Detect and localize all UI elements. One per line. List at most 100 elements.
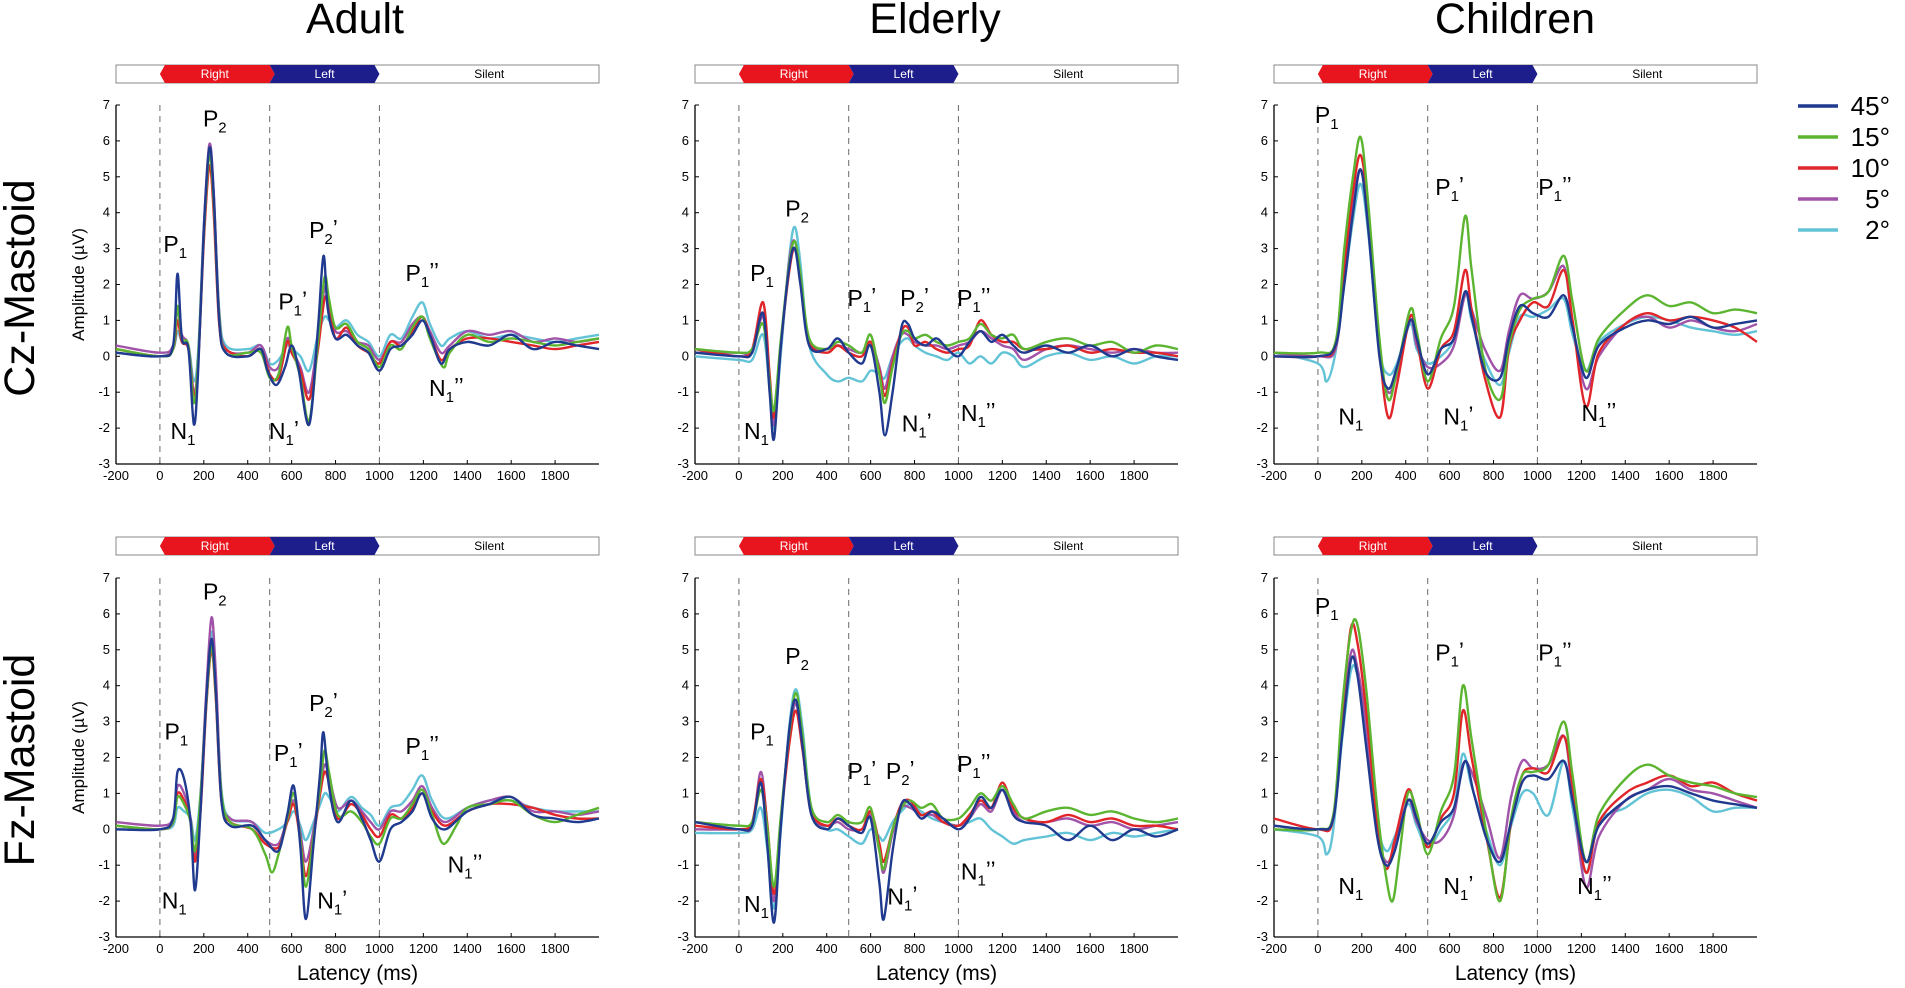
x-tick-label: 400	[816, 468, 838, 483]
y-tick-label: 5	[1261, 169, 1268, 184]
x-tick-label: 600	[281, 468, 303, 483]
series-line-45deg	[694, 246, 1179, 442]
stimulus-left-segment	[269, 537, 380, 555]
stimulus-label-left: Left	[315, 539, 336, 553]
x-tick-label: 1800	[1699, 468, 1728, 483]
x-tick-label: 400	[237, 941, 259, 956]
y-tick-label: 3	[1261, 241, 1268, 256]
x-tick-label: 1800	[1699, 941, 1728, 956]
row-title-fz: Fz-Mastoid	[0, 654, 44, 867]
peak-label-N1: N1	[1338, 873, 1363, 904]
y-tick-label: -1	[677, 857, 689, 872]
peak-label-N1: N1’	[269, 416, 299, 449]
stimulus-label-silent: Silent	[1632, 539, 1663, 553]
x-tick-label: 1800	[1120, 941, 1149, 956]
y-tick-label: -3	[677, 929, 689, 944]
legend: 45°15°10°5°2°	[1798, 91, 1890, 245]
series-line-45deg	[694, 698, 1179, 924]
y-tick-label: -1	[98, 384, 110, 399]
column-title-children: Children	[1435, 0, 1595, 43]
x-tick-label: 1600	[497, 468, 526, 483]
y-tick-label: 1	[103, 785, 110, 800]
x-tick-label: 0	[735, 468, 742, 483]
y-tick-label: 2	[103, 750, 110, 765]
legend-item-5deg: 5°	[1798, 184, 1890, 214]
x-tick-label: 800	[325, 941, 347, 956]
series-line-45deg	[1273, 655, 1758, 867]
y-tick-label: 3	[682, 714, 689, 729]
series-line-15deg	[1273, 135, 1758, 402]
stimulus-left-segment	[269, 65, 380, 83]
stimulus-label-right: Right	[780, 539, 809, 553]
peak-label-P1: P1	[165, 719, 189, 750]
stimulus-label-left: Left	[1473, 67, 1494, 81]
x-tick-label: 200	[1351, 941, 1373, 956]
y-tick-label: -2	[98, 893, 110, 908]
y-tick-label: 0	[682, 821, 689, 836]
series-line-15deg	[115, 644, 600, 888]
stimulus-right-segment	[738, 65, 854, 83]
stimulus-label-right: Right	[201, 67, 230, 81]
peak-label-P1: P1	[750, 260, 774, 291]
peak-label-P1: P1’’	[406, 731, 440, 764]
x-tick-label: 800	[325, 468, 347, 483]
stimulus-label-left: Left	[894, 539, 915, 553]
legend-label: 15°	[1851, 122, 1890, 152]
x-tick-label: 1000	[365, 468, 394, 483]
stimulus-left-segment	[1427, 65, 1538, 83]
stimulus-label-right: Right	[1359, 539, 1388, 553]
peak-label-N1: N1	[744, 418, 769, 449]
peak-label-P2: P2’	[886, 756, 915, 789]
x-tick-label: 0	[156, 941, 163, 956]
peak-label-N1: N1	[1338, 404, 1363, 435]
panel-adult-cz: Right Left Silent -3 -2 -1 0 1 2 3 4 5 6 7 -200 0 200 400…	[69, 64, 600, 483]
x-tick-label: 1000	[365, 941, 394, 956]
x-tick-label: 1000	[944, 941, 973, 956]
x-tick-label: 1200	[409, 468, 438, 483]
y-tick-label: 2	[1261, 750, 1268, 765]
y-tick-label: 0	[682, 348, 689, 363]
y-tick-label: 2	[1261, 277, 1268, 292]
peak-label-P1: P1’’	[406, 258, 440, 291]
y-tick-label: 5	[682, 169, 689, 184]
x-tick-label: 600	[860, 941, 882, 956]
series-line-45deg	[1273, 168, 1758, 390]
peak-label-N1: N1’’	[1582, 398, 1617, 431]
x-tick-label: 1200	[1567, 468, 1596, 483]
y-tick-label: 6	[103, 133, 110, 148]
y-tick-label: 1	[1261, 785, 1268, 800]
x-tick-label: 200	[193, 468, 215, 483]
peak-label-N1: N1’’	[1577, 871, 1612, 904]
series-line-5deg	[1273, 168, 1758, 395]
x-tick-label: 200	[772, 941, 794, 956]
x-tick-label: -200	[103, 941, 129, 956]
peak-label-P1: P1’	[847, 756, 876, 789]
x-tick-label: 400	[1395, 941, 1417, 956]
x-tick-label: 800	[904, 468, 926, 483]
peak-label-P2: P2	[203, 579, 227, 610]
peak-label-P1: P1’	[1435, 172, 1464, 205]
legend-item-45deg: 45°	[1798, 91, 1890, 121]
y-tick-label: 4	[682, 678, 689, 693]
peak-label-N1: N1	[744, 891, 769, 922]
x-tick-label: 1000	[944, 468, 973, 483]
y-tick-label: 7	[103, 97, 110, 112]
y-tick-label: 5	[1261, 642, 1268, 657]
legend-label: 5°	[1865, 184, 1890, 214]
series-line-10deg	[1273, 622, 1758, 899]
y-tick-label: 2	[682, 750, 689, 765]
column-title-adult: Adult	[306, 0, 404, 43]
y-tick-label: 4	[103, 205, 110, 220]
y-tick-label: -3	[677, 456, 689, 471]
stimulus-label-right: Right	[780, 67, 809, 81]
y-tick-label: 4	[682, 205, 689, 220]
series-line-10deg	[115, 648, 600, 878]
x-tick-label: 600	[1439, 468, 1461, 483]
x-tick-label: 800	[1483, 468, 1505, 483]
y-tick-label: 7	[1261, 97, 1268, 112]
y-tick-label: 5	[103, 642, 110, 657]
x-tick-label: 1600	[1076, 941, 1105, 956]
y-tick-label: 6	[682, 133, 689, 148]
peak-label-N1: N1’	[902, 409, 932, 442]
x-axis-label: Latency (ms)	[297, 962, 418, 985]
